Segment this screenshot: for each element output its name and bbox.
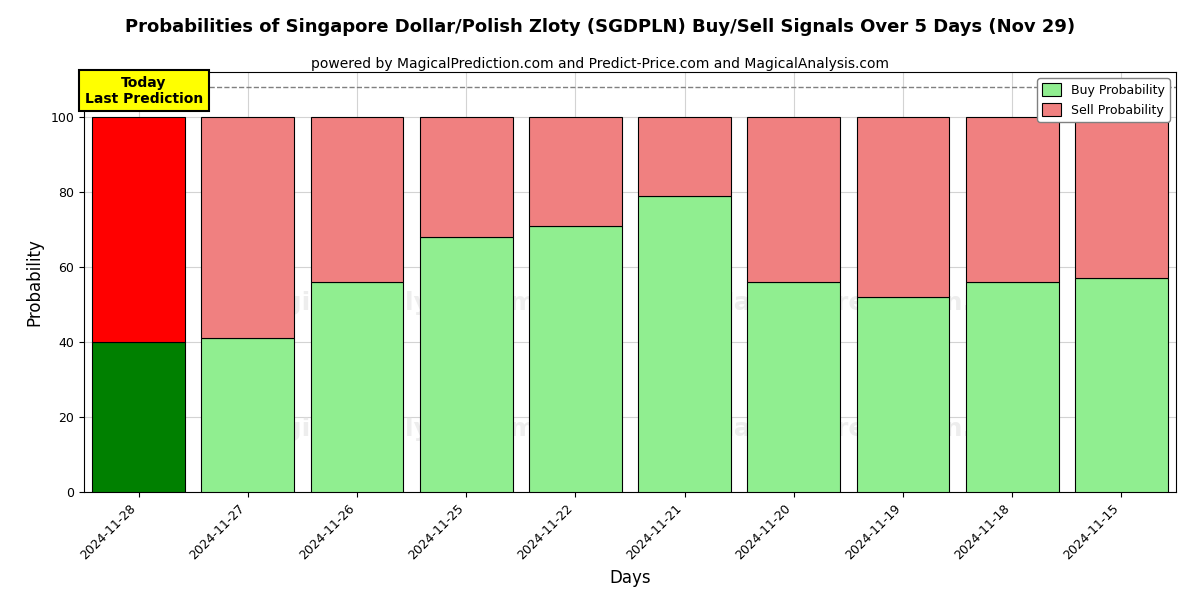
Bar	[529, 117, 622, 226]
Bar	[748, 117, 840, 282]
Bar	[202, 338, 294, 492]
Bar	[748, 282, 840, 492]
Bar	[529, 226, 622, 492]
Bar	[311, 282, 403, 492]
Text: Probabilities of Singapore Dollar/Polish Zloty (SGDPLN) Buy/Sell Signals Over 5 : Probabilities of Singapore Dollar/Polish…	[125, 18, 1075, 36]
Y-axis label: Probability: Probability	[25, 238, 43, 326]
Text: powered by MagicalPrediction.com and Predict-Price.com and MagicalAnalysis.com: powered by MagicalPrediction.com and Pre…	[311, 57, 889, 71]
Text: MagicalAnalysis.com: MagicalAnalysis.com	[242, 417, 536, 441]
Text: Today
Last Prediction: Today Last Prediction	[85, 76, 203, 106]
Bar	[638, 196, 731, 492]
X-axis label: Days: Days	[610, 569, 650, 587]
Text: MagicalAnalysis.com: MagicalAnalysis.com	[242, 291, 536, 315]
Bar	[638, 117, 731, 196]
Bar	[420, 117, 512, 237]
Bar	[857, 117, 949, 297]
Text: MagicalPrediction.com: MagicalPrediction.com	[709, 291, 1031, 315]
Bar	[202, 117, 294, 338]
Bar	[966, 282, 1058, 492]
Bar	[966, 117, 1058, 282]
Bar	[92, 117, 185, 342]
Legend: Buy Probability, Sell Probability: Buy Probability, Sell Probability	[1037, 78, 1170, 122]
Bar	[1075, 117, 1168, 278]
Bar	[857, 297, 949, 492]
Bar	[420, 237, 512, 492]
Bar	[311, 117, 403, 282]
Text: MagicalPrediction.com: MagicalPrediction.com	[709, 417, 1031, 441]
Bar	[92, 342, 185, 492]
Bar	[1075, 278, 1168, 492]
